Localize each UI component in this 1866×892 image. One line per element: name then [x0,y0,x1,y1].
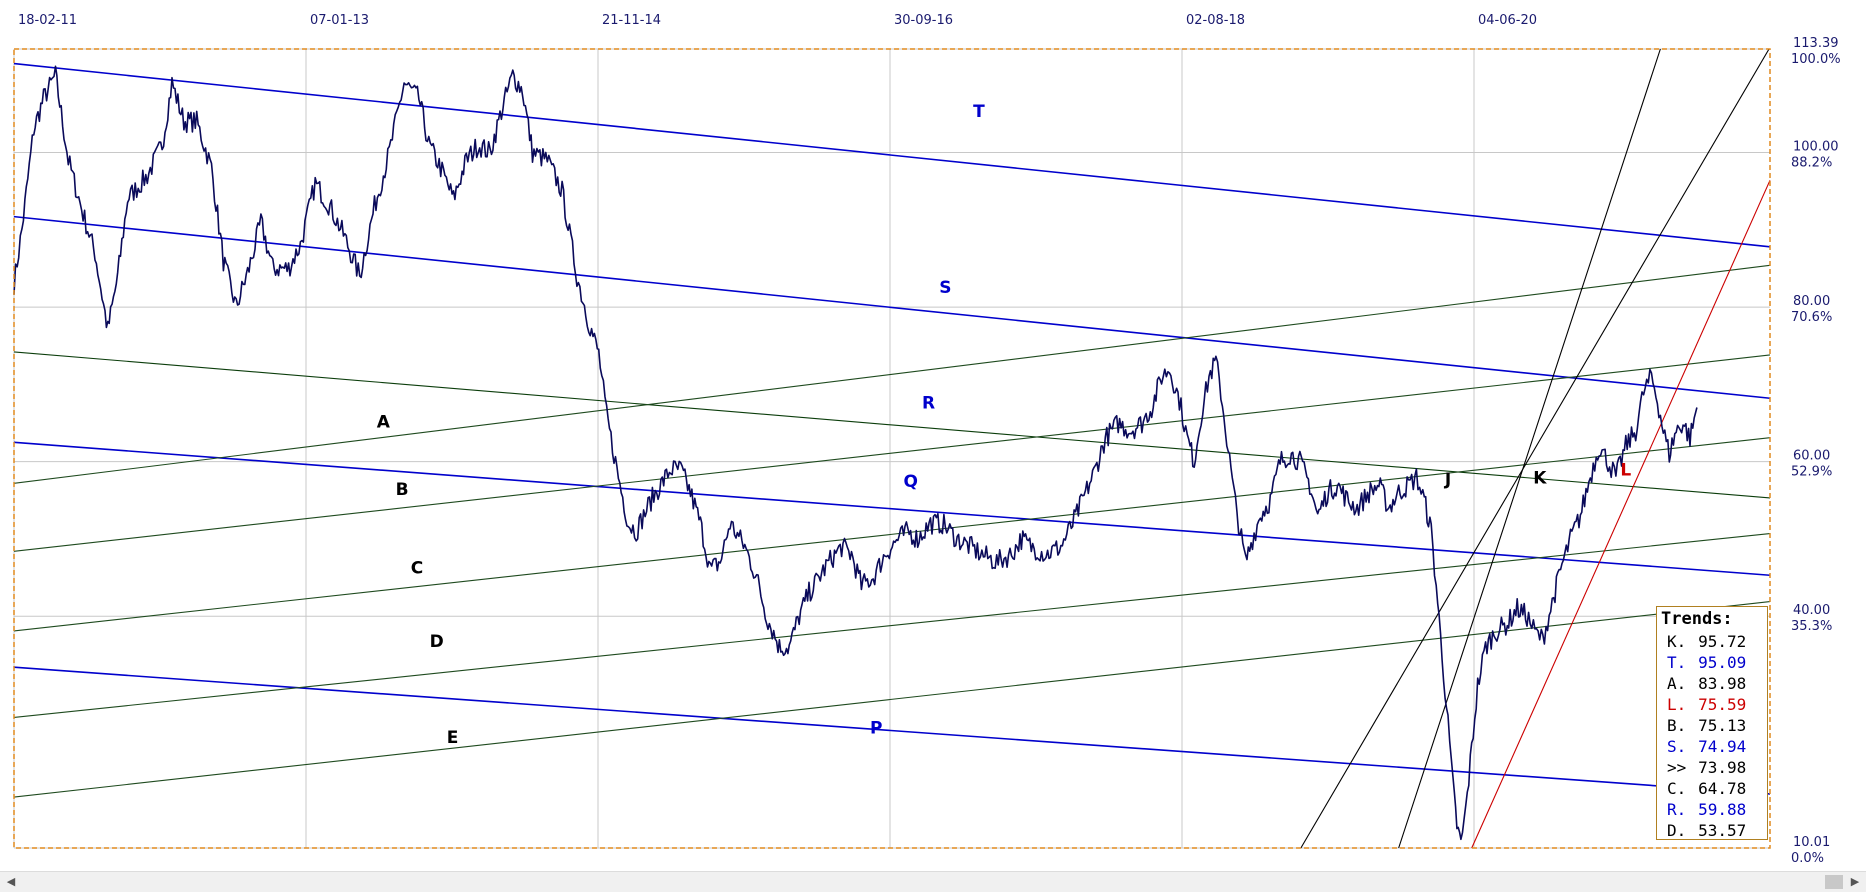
x-tick-label: 02-08-18 [1186,13,1245,28]
legend-title: Trends: [1661,609,1733,629]
trend-label-S: S [939,278,951,298]
legend-item: C. 64.78 [1657,778,1767,799]
legend-item: S. 74.94 [1657,736,1767,757]
x-tick-label: 21-11-14 [602,13,661,28]
trend-line-E [13,600,1771,798]
scrollbar-thumb[interactable] [1825,875,1843,889]
trend-label-B: B [396,480,409,500]
legend-item: D. 53.57 [1657,820,1767,841]
x-axis-ticks: 18-02-11 07-01-13 21-11-14 30-09-16 02-08-18… [18,13,1537,28]
y-tick-percent: 35.3% [1791,619,1832,634]
legend-item-label: R. [1667,800,1687,819]
trend-line-J [1300,48,1770,849]
trend-line-A [13,264,1771,484]
legend-item-value: 73.98 [1698,758,1747,777]
legend-item-label: T. [1667,653,1687,672]
legend-item: R. 59.88 [1657,799,1767,820]
legend-item-label: >> [1667,758,1687,777]
trend-label-T: T [973,102,985,122]
legend-item-value: 95.72 [1698,632,1747,651]
y-tick-percent: 100.0% [1791,52,1841,67]
legend-rows: K. 95.72 T. 95.09 A. 83.98 L. 75.59 B. 75.13 S. 74.… [1657,631,1767,841]
legend-item: K. 95.72 [1657,631,1767,652]
x-tick-label: 30-09-16 [894,13,953,28]
grid-lines [13,48,1770,849]
trend-line-Q [13,441,1771,577]
legend-item-label: B. [1667,716,1687,735]
trend-line-S [13,215,1771,400]
horizontal-scrollbar[interactable]: ◀ ▶ [0,871,1866,892]
legend-item-value: 59.88 [1698,800,1747,819]
trend-line-L [1471,180,1771,849]
trend-line-K [1398,48,1661,849]
trend-label-L: L [1620,461,1631,481]
legend-item-value: 75.59 [1698,695,1747,714]
x-tick-label: 04-06-20 [1478,13,1537,28]
legend-item-value: 95.09 [1698,653,1747,672]
y-tick-value: 40.00 [1793,603,1830,618]
price-line [13,65,1698,841]
trend-line-D [13,532,1771,719]
y-tick-percent: 70.6% [1791,310,1832,325]
legend-item: T. 95.09 [1657,652,1767,673]
trend-line-R [13,351,1771,499]
y-tick-value: 100.00 [1793,139,1839,154]
trend-label-C: C [411,559,423,579]
trend-lines [13,48,1771,849]
trend-line-B [13,354,1771,552]
price-series [13,65,1698,841]
trend-label-R: R [922,393,935,413]
trend-line-P [13,666,1771,795]
trend-line-C [13,437,1771,632]
trend-label-E: E [447,728,459,748]
legend-item-label: A. [1667,674,1687,693]
legend-item-value: 75.13 [1698,716,1747,735]
trend-line-T [13,62,1771,248]
x-tick-label: 07-01-13 [310,13,369,28]
trends-legend: Trends: K. 95.72 T. 95.09 A. 83.98 L. 75.59 B. 75… [1656,606,1768,840]
x-tick-label: 18-02-11 [18,13,77,28]
trend-label-P: P [870,719,882,739]
legend-item-value: 74.94 [1698,737,1747,756]
trend-label-D: D [430,632,444,652]
legend-item-value: 53.57 [1698,821,1747,840]
legend-item: L. 75.59 [1657,694,1767,715]
trend-labels: T S R Q P A B C D E J K L [377,102,1632,748]
trend-label-A: A [377,413,391,433]
legend-item-value: 83.98 [1698,674,1747,693]
y-tick-percent: 52.9% [1791,465,1832,480]
y-tick-value: 10.01 [1793,835,1830,850]
y-tick-percent: 0.0% [1791,851,1824,866]
legend-item-label: C. [1667,779,1687,798]
legend-item-label: D. [1667,821,1687,840]
legend-item-label: L. [1667,695,1687,714]
legend-item-label: K. [1667,632,1687,651]
scroll-left-arrow-icon[interactable]: ◀ [6,875,16,888]
trend-label-K: K [1533,468,1547,488]
y-tick-value: 80.00 [1793,294,1830,309]
y-tick-value: 60.00 [1793,449,1830,464]
legend-item-value: 64.78 [1698,779,1747,798]
legend-item: A. 83.98 [1657,673,1767,694]
trend-label-J: J [1444,470,1451,490]
legend-item: >> 73.98 [1657,757,1767,778]
trend-label-Q: Q [904,472,918,492]
scroll-right-arrow-icon[interactable]: ▶ [1850,875,1860,888]
legend-item-label: S. [1667,737,1687,756]
y-tick-percent: 88.2% [1791,155,1832,170]
y-tick-value: 113.39 [1793,36,1839,51]
plot-frame [13,48,1771,849]
legend-item: B. 75.13 [1657,715,1767,736]
